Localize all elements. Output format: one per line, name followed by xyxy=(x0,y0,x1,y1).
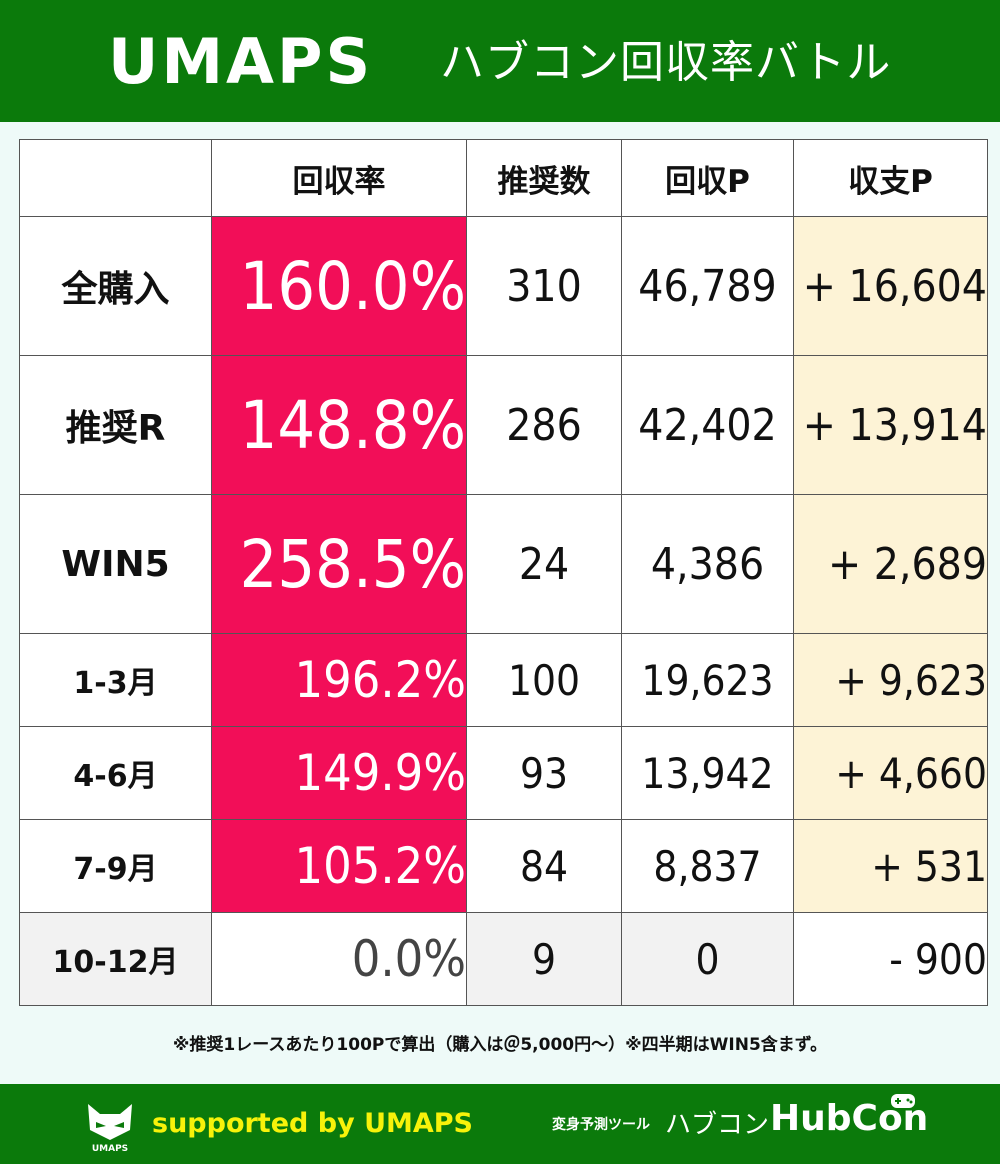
rate-cell: 258.5% xyxy=(211,494,467,634)
balance-value: + 13,914 xyxy=(802,399,987,451)
rate-value: 0.0% xyxy=(351,930,466,988)
count-cell: 286 xyxy=(466,355,622,495)
page-subtitle: ハブコン回収率バトル xyxy=(440,37,892,88)
recovered-cell: 42,402 xyxy=(621,355,794,495)
recovered-value: 13,942 xyxy=(641,748,774,798)
rate-cell: 105.2% xyxy=(211,819,467,913)
row-label: 7-9月 xyxy=(73,852,158,887)
gamepad-icon xyxy=(891,1094,915,1108)
balance-value: + 4,660 xyxy=(835,748,987,798)
balance-cell: + 2,689 xyxy=(793,494,988,634)
count-cell: 93 xyxy=(466,726,622,820)
table-header-row: 回収率 推奨数 回収P 収支P xyxy=(19,139,988,217)
row-label: 1-3月 xyxy=(73,666,158,701)
recovered-value: 46,789 xyxy=(638,260,777,312)
header-cell-balance: 収支P xyxy=(793,139,988,217)
balance-value: + 16,604 xyxy=(802,260,987,312)
count-cell: 9 xyxy=(466,912,622,1006)
recovered-cell: 13,942 xyxy=(621,726,794,820)
count-value: 9 xyxy=(531,934,557,984)
rate-value: 160.0% xyxy=(239,247,466,325)
balance-value: - 900 xyxy=(889,934,987,984)
tool-label: 変身予測ツール xyxy=(552,1117,650,1133)
rate-value: 258.5% xyxy=(239,525,466,603)
recovered-value: 0 xyxy=(695,934,720,984)
header-cell-count: 推奨数 xyxy=(466,139,622,217)
header-cell-empty xyxy=(19,139,212,217)
count-cell: 84 xyxy=(466,819,622,913)
rate-cell: 160.0% xyxy=(211,216,467,356)
table-row: 全購入 160.0% 310 46,789 + 16,604 xyxy=(19,216,988,356)
count-value: 310 xyxy=(506,260,582,312)
count-value: 100 xyxy=(507,655,581,705)
header-bar: UMAPS ハブコン回収率バトル xyxy=(0,0,1000,122)
count-value: 84 xyxy=(519,841,569,891)
table-row: WIN5 258.5% 24 4,386 + 2,689 xyxy=(19,494,988,634)
table-row: 1-3月 196.2% 100 19,623 + 9,623 xyxy=(19,633,988,727)
stats-table: 回収率 推奨数 回収P 収支P 全購入 160.0% 310 46,789 + … xyxy=(19,139,988,1006)
balance-cell: + 13,914 xyxy=(793,355,988,495)
recovered-cell: 0 xyxy=(621,912,794,1006)
balance-cell: + 16,604 xyxy=(793,216,988,356)
rate-cell: 0.0% xyxy=(211,912,467,1006)
balance-cell: + 4,660 xyxy=(793,726,988,820)
balance-cell: - 900 xyxy=(793,912,988,1006)
row-label-cell: 1-3月 xyxy=(19,633,212,727)
recovered-value: 19,623 xyxy=(641,655,774,705)
recovered-cell: 8,837 xyxy=(621,819,794,913)
recovered-value: 42,402 xyxy=(638,399,777,451)
table-row: 7-9月 105.2% 84 8,837 + 531 xyxy=(19,819,988,913)
rate-value: 149.9% xyxy=(294,744,466,802)
row-label-cell: WIN5 xyxy=(19,494,212,634)
balance-value: + 9,623 xyxy=(835,655,987,705)
rate-value: 105.2% xyxy=(294,837,466,895)
balance-value: + 2,689 xyxy=(827,538,987,590)
count-cell: 310 xyxy=(466,216,622,356)
logo-caption: UMAPS xyxy=(92,1144,128,1152)
row-label-cell: 7-9月 xyxy=(19,819,212,913)
rate-value: 196.2% xyxy=(294,651,466,709)
umaps-logo-icon: UMAPS xyxy=(88,1104,132,1152)
count-value: 93 xyxy=(519,748,569,798)
header-cell-rate: 回収率 xyxy=(211,139,467,217)
table-row: 推奨R 148.8% 286 42,402 + 13,914 xyxy=(19,355,988,495)
recovered-cell: 19,623 xyxy=(621,633,794,727)
footer-bar: UMAPS supported by UMAPS 変身予測ツール ハブコン Hu… xyxy=(0,1084,1000,1164)
recovered-cell: 4,386 xyxy=(621,494,794,634)
row-label: WIN5 xyxy=(61,543,170,585)
row-label: 10-12月 xyxy=(52,945,179,980)
recovered-cell: 46,789 xyxy=(621,216,794,356)
count-cell: 100 xyxy=(466,633,622,727)
footnote: ※推奨1レースあたり100Pで算出（購入は＠5,000円～）※四半期はWIN5含… xyxy=(172,1035,828,1055)
table-row: 10-12月 0.0% 9 0 - 900 xyxy=(19,912,988,1006)
balance-value: + 531 xyxy=(871,841,987,891)
rate-cell: 148.8% xyxy=(211,355,467,495)
recovered-value: 4,386 xyxy=(650,538,765,590)
count-cell: 24 xyxy=(466,494,622,634)
rate-value: 148.8% xyxy=(239,386,466,464)
count-value: 24 xyxy=(518,538,570,590)
table-row: 4-6月 149.9% 93 13,942 + 4,660 xyxy=(19,726,988,820)
hubcon-japanese: ハブコン xyxy=(665,1110,770,1140)
row-label-cell: 10-12月 xyxy=(19,912,212,1006)
row-label: 4-6月 xyxy=(73,759,158,794)
row-label: 推奨R xyxy=(65,408,166,449)
recovered-value: 8,837 xyxy=(653,841,762,891)
row-label: 全購入 xyxy=(61,269,170,310)
header-cell-recovered: 回収P xyxy=(621,139,794,217)
row-label-cell: 4-6月 xyxy=(19,726,212,820)
balance-cell: + 9,623 xyxy=(793,633,988,727)
brand-title: UMAPS xyxy=(108,25,374,98)
row-label-cell: 推奨R xyxy=(19,355,212,495)
supported-by-text: supported by UMAPS xyxy=(152,1108,474,1139)
row-label-cell: 全購入 xyxy=(19,216,212,356)
balance-cell: + 531 xyxy=(793,819,988,913)
count-value: 286 xyxy=(506,399,582,451)
rate-cell: 149.9% xyxy=(211,726,467,820)
rate-cell: 196.2% xyxy=(211,633,467,727)
